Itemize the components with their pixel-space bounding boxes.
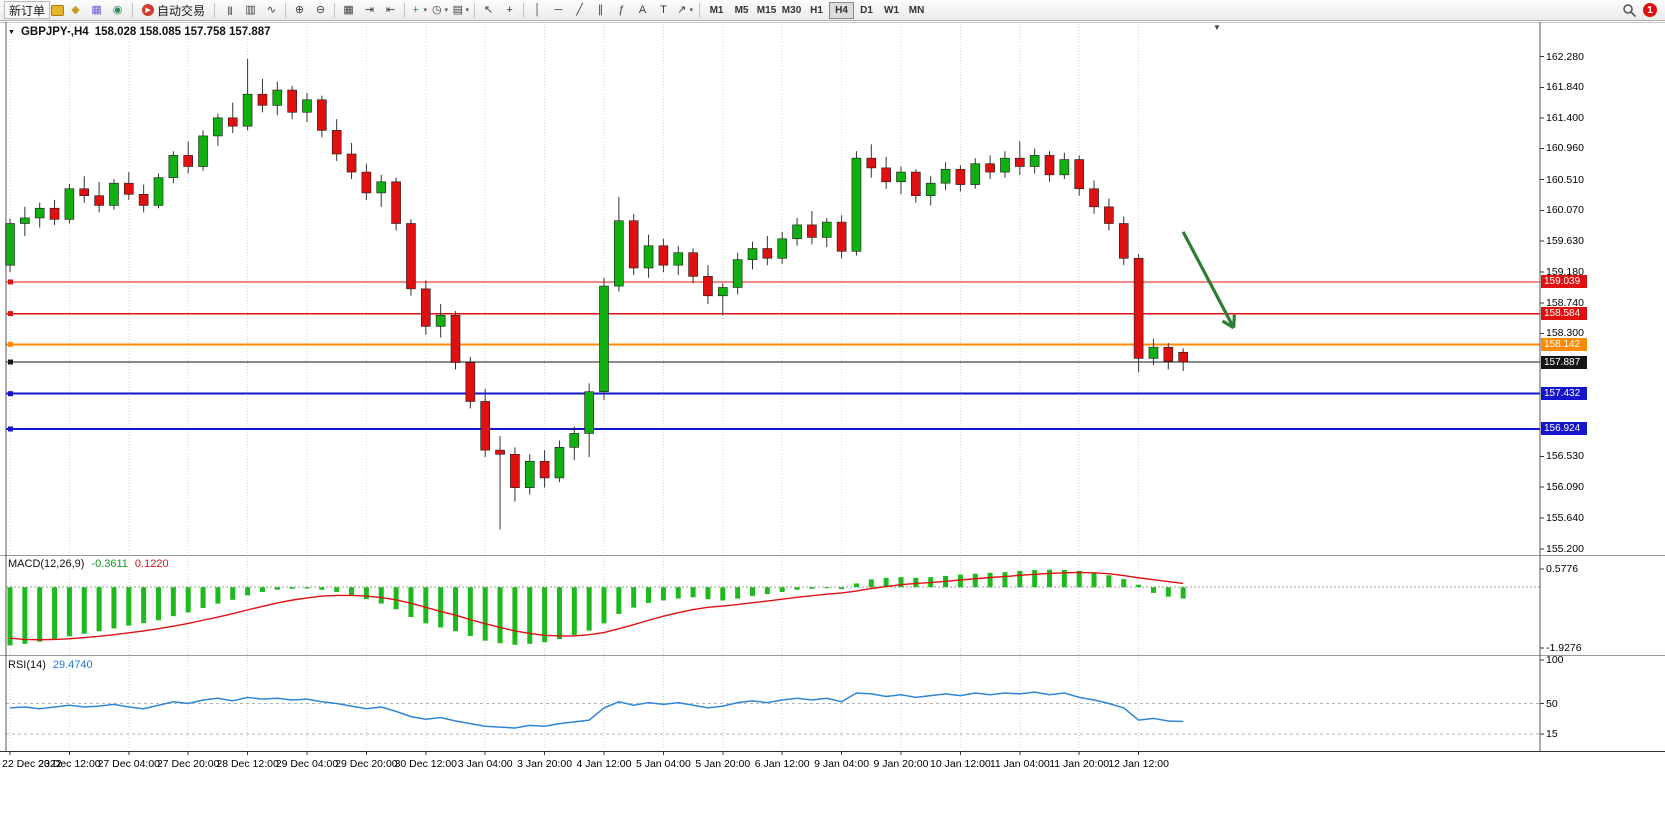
chart-shift-marker[interactable]: ▼ (1213, 23, 1221, 32)
charts-window-icon: ▦ (91, 3, 102, 16)
arrows-icon: ↗ (677, 3, 687, 16)
label-icon: T (660, 3, 667, 16)
charts-window-icon[interactable]: ▦ (86, 1, 107, 19)
timeframe-button-MN[interactable]: MN (904, 2, 929, 19)
candlestick-chart-icon[interactable]: ▥ (240, 1, 261, 19)
timeframe-button-D1[interactable]: D1 (854, 2, 879, 19)
periods-icon: ◷ (431, 3, 442, 16)
cursor-icon: ↖ (483, 3, 494, 16)
fibonacci-icon: ƒ (618, 3, 625, 16)
toolbar-group-accounts: ◆ ▦ ◉ (65, 1, 128, 19)
dropdown-caret-icon: ▾ (423, 7, 428, 14)
text-icon: A (638, 3, 647, 16)
line-chart-icon: ∿ (266, 3, 277, 16)
toolbar-group-tools: ||| ▥ ∿ ⊕ ⊖ ▦ ⇥ ⇤ + ▾ ◷ ▾ ▤ ▾ ↖ + │ ─ ╱ ∥ ƒ A T ↗ ▾ (219, 1, 695, 19)
timeframe-button-M15[interactable]: M15 (754, 2, 779, 19)
search-icon[interactable] (1622, 3, 1637, 18)
autotrading-button[interactable]: ▶ 自动交易 (137, 1, 210, 19)
new-order-button[interactable]: 新订单 (4, 1, 51, 19)
channel-icon: ∥ (597, 3, 604, 16)
zoom-in-icon: ⊕ (294, 3, 305, 16)
templates-icon[interactable]: ▤ ▾ (450, 1, 471, 19)
autotrading-icon: ▶ (142, 4, 155, 16)
macd-signal-value: 0.1220 (134, 558, 169, 570)
zoom-out-icon[interactable]: ⊖ (310, 1, 331, 19)
toolbar-separator (285, 2, 287, 18)
timeframe-group: M1 M5 M15 M30 H1 H4 D1 W1 MN (704, 1, 929, 19)
indicators-icon[interactable]: + ▾ (408, 1, 429, 19)
cursor-icon[interactable]: ↖ (478, 1, 499, 19)
toolbar-separator (523, 2, 525, 18)
auto-scroll-icon[interactable]: ⇥ (359, 1, 380, 19)
toolbar-right: 1 (1622, 3, 1661, 18)
community-icon: ◉ (112, 3, 123, 16)
chart-window[interactable] (0, 21, 1665, 829)
mql5-icon[interactable]: ◆ (65, 1, 86, 19)
timeframe-button-H4[interactable]: H4 (829, 1, 855, 19)
toolbar: 新订单 ◆ ▦ ◉ ▶ 自动交易 ||| ▥ ∿ ⊕ ⊖ ▦ ⇥ ⇤ + ▾ ◷ ▾ ▤ ▾ ↖ + │ ─ ╱ ∥ ƒ A T… (0, 0, 1665, 21)
candlestick-chart-icon: ▥ (245, 3, 256, 16)
chart-shift-icon[interactable]: ⇤ (380, 1, 401, 19)
macd-indicator-label: MACD(12,26,9) -0.3611 0.1220 (8, 558, 169, 570)
toolbar-separator (334, 2, 336, 18)
chart-shift-icon: ⇤ (385, 3, 396, 16)
rsi-name: RSI(14) (8, 659, 46, 671)
templates-icon: ▤ (452, 3, 463, 16)
toolbar-separator (132, 2, 134, 18)
toolbar-separator (214, 2, 216, 18)
gold-coin-icon[interactable] (51, 4, 65, 16)
fibonacci-icon[interactable]: ƒ (611, 1, 632, 19)
timeframe-button-M30[interactable]: M30 (779, 2, 804, 19)
label-icon[interactable]: T (653, 1, 674, 19)
tile-windows-icon: ▦ (343, 3, 354, 16)
timeframe-button-W1[interactable]: W1 (879, 2, 904, 19)
crosshair-icon[interactable]: + (499, 1, 520, 19)
horizontal-line-icon[interactable]: ─ (548, 1, 569, 19)
vertical-line-icon[interactable]: │ (527, 1, 548, 19)
mql5-icon: ◆ (71, 3, 80, 16)
window-menu-icon[interactable]: ▼ (8, 28, 15, 36)
toolbar-separator (404, 2, 406, 18)
periods-icon[interactable]: ◷ ▾ (429, 1, 450, 19)
timeframe-button-H1[interactable]: H1 (804, 2, 829, 19)
chart-title: ▼ GBPJPY-,H4 158.028 158.085 157.758 157… (8, 26, 271, 38)
channel-icon[interactable]: ∥ (590, 1, 611, 19)
dropdown-caret-icon: ▾ (465, 7, 470, 14)
trendline-icon[interactable]: ╱ (569, 1, 590, 19)
new-order-label: 新订单 (9, 3, 46, 18)
zoom-in-icon[interactable]: ⊕ (289, 1, 310, 19)
line-chart-icon[interactable]: ∿ (261, 1, 282, 19)
tile-windows-icon[interactable]: ▦ (338, 1, 359, 19)
crosshair-icon: + (506, 3, 513, 16)
dropdown-caret-icon: ▾ (444, 7, 449, 14)
chart-symbol-period: GBPJPY-,H4 (20, 26, 89, 38)
zoom-out-icon: ⊖ (315, 3, 326, 16)
toolbar-separator (699, 2, 701, 18)
macd-main-value: -0.3611 (91, 558, 128, 570)
bars-chart-icon: ||| (227, 4, 233, 15)
macd-name: MACD(12,26,9) (8, 558, 85, 570)
text-icon[interactable]: A (632, 1, 653, 19)
bars-chart-icon[interactable]: ||| (219, 1, 240, 19)
indicators-icon: + (412, 3, 419, 16)
autotrading-label: 自动交易 (157, 3, 206, 18)
auto-scroll-icon: ⇥ (364, 3, 375, 16)
toolbar-separator (474, 2, 476, 18)
trendline-icon: ╱ (576, 3, 583, 16)
horizontal-line-icon: ─ (554, 3, 563, 16)
chart-ohlc-values: 158.028 158.085 157.758 157.887 (94, 26, 271, 38)
dropdown-caret-icon: ▾ (689, 7, 694, 14)
arrows-icon[interactable]: ↗ ▾ (674, 1, 695, 19)
notification-badge[interactable]: 1 (1643, 3, 1657, 17)
timeframe-button-M1[interactable]: M1 (704, 2, 729, 19)
community-icon[interactable]: ◉ (107, 1, 128, 19)
rsi-value: 29.4740 (52, 659, 93, 671)
rsi-indicator-label: RSI(14) 29.4740 (8, 659, 93, 671)
timeframe-button-M5[interactable]: M5 (729, 2, 754, 19)
vertical-line-icon: │ (534, 3, 541, 16)
